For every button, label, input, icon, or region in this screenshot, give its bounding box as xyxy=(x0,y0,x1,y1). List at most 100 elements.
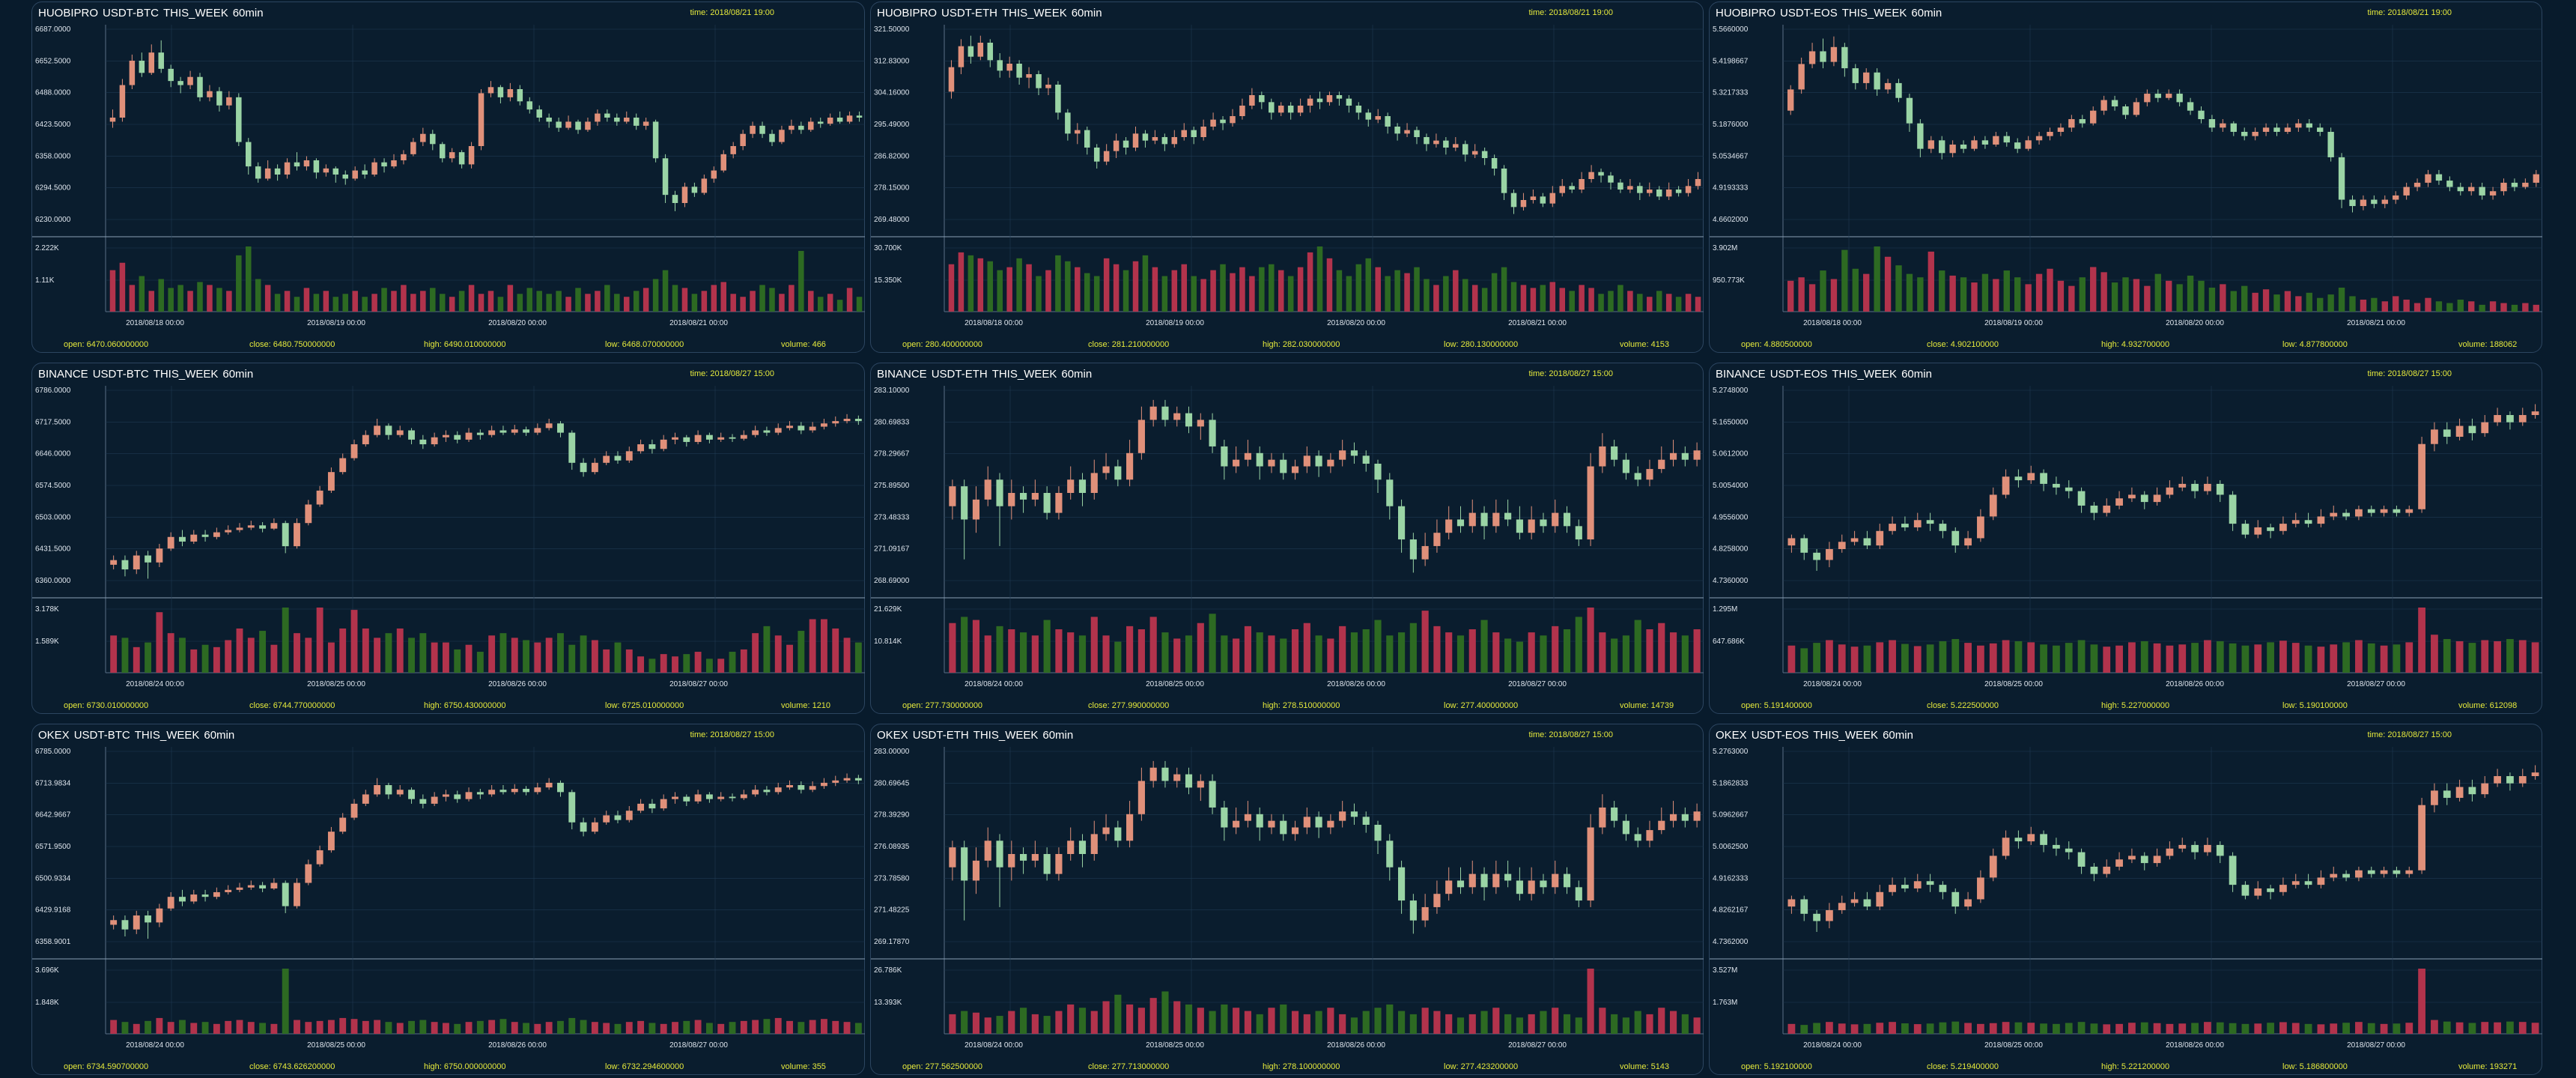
candle-down xyxy=(1398,867,1406,901)
candle-down xyxy=(2267,888,2274,892)
volume-bar xyxy=(1114,641,1122,673)
candle-up xyxy=(752,430,759,435)
title-exchange: OKEX xyxy=(1716,729,1747,742)
candle-down xyxy=(2014,142,2021,149)
x-tick-label: 2018/08/24 00:00 xyxy=(965,1041,1023,1050)
volume-bar xyxy=(2267,642,2274,673)
candle-up xyxy=(303,160,310,167)
volume-bar xyxy=(662,270,669,312)
volume-bar xyxy=(1045,270,1051,312)
volume-bar xyxy=(1981,273,1989,312)
candle-up xyxy=(2494,776,2501,784)
candle-down xyxy=(1456,519,1465,527)
candle-up xyxy=(1197,781,1204,788)
stat-open: open: 6470.060000000 xyxy=(64,340,149,349)
candle-up xyxy=(187,76,193,85)
volume-bar xyxy=(362,1020,369,1034)
volume-bar xyxy=(2254,644,2262,673)
volume-bar xyxy=(1895,265,1902,312)
volume-bar xyxy=(1055,255,1061,312)
candle-down xyxy=(1020,854,1027,861)
volume-bar xyxy=(1884,256,1892,312)
volume-bar xyxy=(1658,1008,1665,1034)
y-tick-label: 268.69000 xyxy=(874,577,910,585)
volume-bar xyxy=(2317,647,2325,673)
volume-bar xyxy=(1876,642,1884,673)
candle-up xyxy=(133,555,140,570)
candle-up xyxy=(1339,450,1346,460)
volume-bar xyxy=(557,633,564,673)
volume-tick-label: 3.902M xyxy=(1713,244,1737,252)
volume-bar xyxy=(2367,643,2375,673)
stat-volume: volume: 14739 xyxy=(1620,701,1674,710)
stat-volume: volume: 188062 xyxy=(2458,340,2518,349)
chart-title: OKEX USDT-EOS THIS_WEEK 60min xyxy=(1716,729,1918,742)
volume-bar xyxy=(1230,273,1236,312)
candle-down xyxy=(408,430,415,440)
volume-bar xyxy=(1599,1008,1606,1034)
candle-up xyxy=(305,864,312,883)
volume-bar xyxy=(832,628,839,673)
candle-down xyxy=(1409,539,1417,560)
candle-up xyxy=(167,536,174,549)
volume-bar xyxy=(1901,1023,1909,1034)
candle-up xyxy=(352,170,358,179)
candle-up xyxy=(701,178,708,193)
candle-down xyxy=(614,815,622,820)
candle-down xyxy=(2446,181,2453,187)
volume-bar xyxy=(1669,1011,1677,1034)
candle-up xyxy=(949,486,956,506)
volume-bar xyxy=(2500,303,2507,312)
volume-bar xyxy=(556,291,562,312)
volume-bar xyxy=(2208,287,2216,312)
volume-bar xyxy=(465,1022,473,1034)
volume-bar xyxy=(2360,299,2367,312)
candle-down xyxy=(2191,483,2199,491)
candle-up xyxy=(1026,74,1032,78)
volume-bar xyxy=(2405,1023,2414,1034)
candle-up xyxy=(2317,516,2325,524)
volume-bar xyxy=(190,1023,198,1034)
volume-bar xyxy=(534,1023,541,1034)
volume-bar xyxy=(1137,1008,1145,1034)
candle-up xyxy=(2489,191,2497,196)
volume-bar xyxy=(264,285,271,312)
x-tick-label: 2018/08/18 00:00 xyxy=(126,319,184,327)
candle-up xyxy=(305,504,312,524)
candle-down xyxy=(1504,512,1512,520)
candle-down xyxy=(476,792,484,795)
candle-down xyxy=(523,788,529,793)
candle-up xyxy=(660,799,667,809)
volume-bar xyxy=(1374,1008,1382,1034)
volume-bar xyxy=(2494,641,2501,673)
y-tick-label: 4.7362000 xyxy=(1713,938,1749,946)
candle-up xyxy=(711,170,717,179)
candle-up xyxy=(1090,473,1098,493)
volume-bar xyxy=(226,291,232,312)
volume-bar xyxy=(476,1020,484,1034)
title-exchange: OKEX xyxy=(877,729,908,742)
volume-bar xyxy=(401,285,407,312)
candle-down xyxy=(1480,512,1488,527)
candle-down xyxy=(1386,841,1394,867)
candle-up xyxy=(1031,854,1039,861)
volume-bar xyxy=(1113,264,1120,312)
volume-bar xyxy=(2198,280,2205,312)
stat-high: high: 278.510000000 xyxy=(1263,701,1340,710)
candle-up xyxy=(1587,466,1594,540)
candle-up xyxy=(1067,841,1075,854)
volume-bar xyxy=(1559,288,1565,312)
candle-up xyxy=(1913,520,1922,527)
volume-bar xyxy=(591,640,598,673)
volume-bar xyxy=(752,1020,759,1034)
y-tick-label: 5.1650000 xyxy=(1713,418,1749,426)
volume-bar xyxy=(2065,1023,2073,1034)
volume-bar xyxy=(177,285,183,312)
y-tick-label: 295.49000 xyxy=(874,121,910,129)
volume-tick-label: 1.763M xyxy=(1713,999,1737,1007)
volume-bar xyxy=(420,291,426,312)
volume-bar xyxy=(1161,276,1168,312)
candle-up xyxy=(1876,891,1884,907)
title-period: 60min xyxy=(222,368,254,381)
title-contract: THIS_WEEK xyxy=(1841,7,1907,19)
